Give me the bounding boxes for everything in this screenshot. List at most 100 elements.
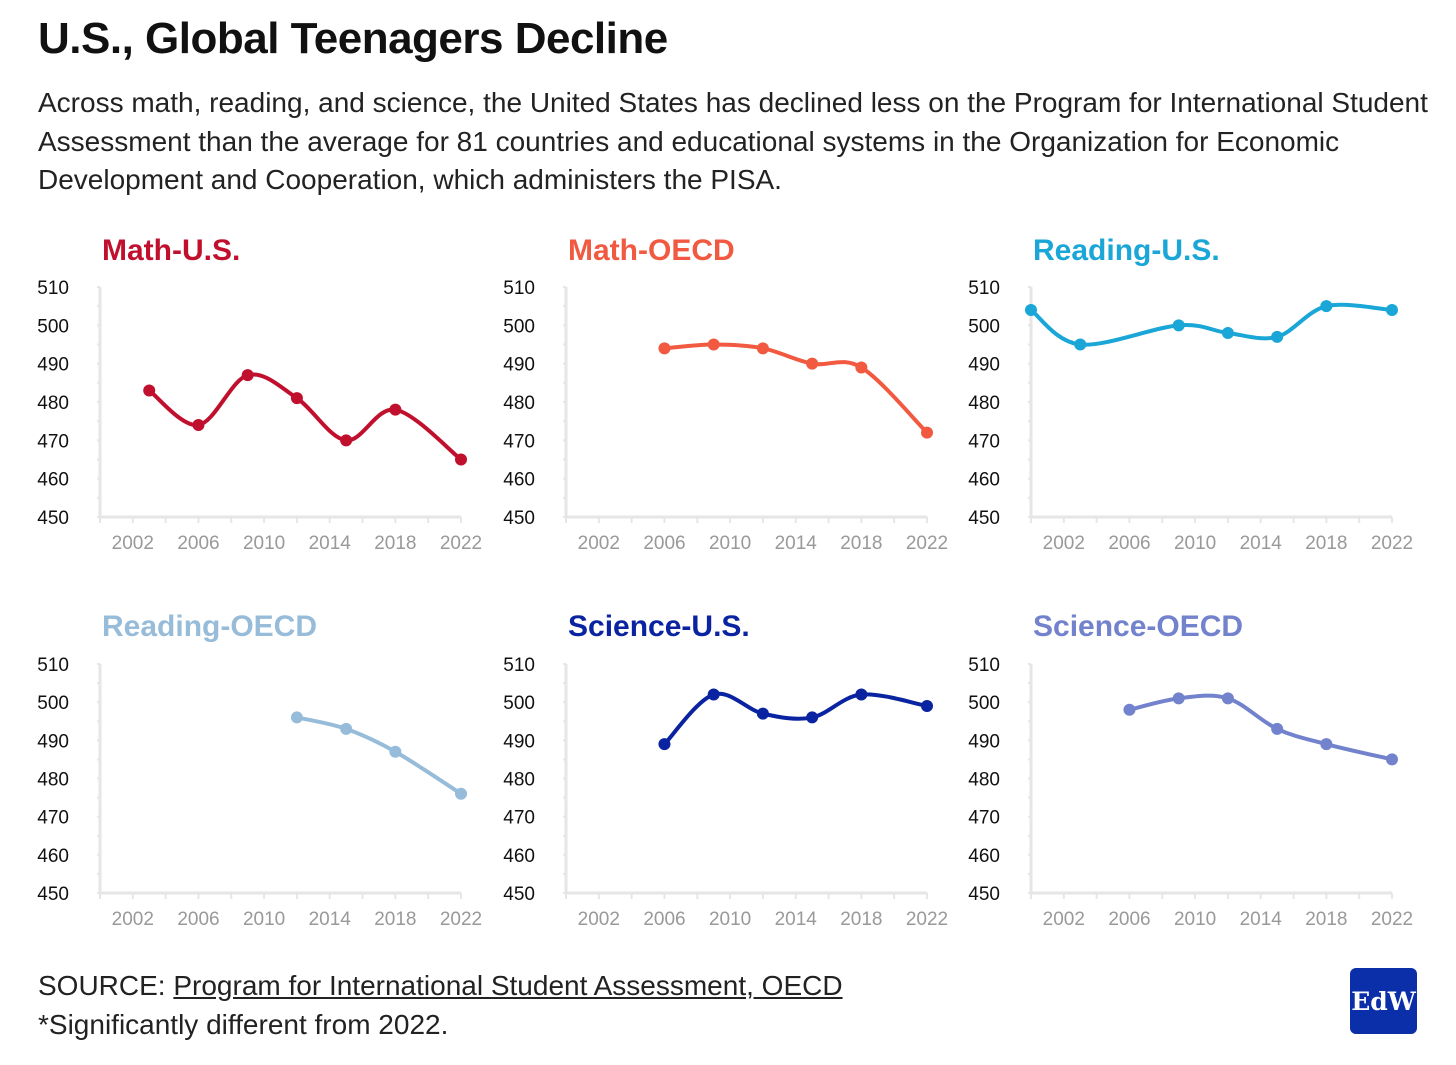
footnote: *Significantly different from 2022. xyxy=(38,1009,449,1040)
data-point xyxy=(1172,692,1185,705)
data-point xyxy=(1221,692,1234,705)
panel-title: Reading-OECD xyxy=(102,610,317,643)
data-point xyxy=(1271,330,1284,343)
x-tick-label: 2010 xyxy=(243,533,285,554)
data-point xyxy=(192,419,205,431)
y-tick-label: 460 xyxy=(968,470,1000,491)
y-tick-label: 450 xyxy=(503,508,535,529)
x-tick-label: 2002 xyxy=(112,909,154,930)
source-prefix: SOURCE: xyxy=(38,970,174,1001)
y-tick-label: 480 xyxy=(37,770,69,791)
y-tick-label: 450 xyxy=(968,508,1000,529)
data-point xyxy=(389,403,402,416)
x-tick-label: 2002 xyxy=(578,533,620,554)
data-point xyxy=(290,711,303,724)
data-point xyxy=(455,453,467,466)
y-tick-label: 480 xyxy=(503,770,535,791)
data-point xyxy=(921,426,933,439)
chart-title: U.S., Global Teenagers Decline xyxy=(38,14,668,63)
y-tick-label: 450 xyxy=(968,884,1000,905)
y-tick-label: 500 xyxy=(968,316,1000,337)
x-tick-label: 2014 xyxy=(309,533,352,554)
series-line xyxy=(1029,302,1394,347)
data-point xyxy=(806,357,819,370)
y-tick-label: 510 xyxy=(37,278,69,299)
data-point xyxy=(1320,738,1333,751)
x-tick-label: 2006 xyxy=(177,909,219,930)
y-tick-label: 470 xyxy=(503,808,535,829)
y-tick-label: 470 xyxy=(503,431,535,452)
y-tick-label: 460 xyxy=(503,470,535,491)
y-tick-label: 510 xyxy=(968,655,1000,676)
data-point xyxy=(1386,304,1398,316)
data-point xyxy=(389,745,402,758)
data-point xyxy=(756,707,769,720)
x-tick-label: 2002 xyxy=(578,909,620,930)
series-line xyxy=(662,342,929,435)
data-point xyxy=(290,392,303,405)
y-tick-label: 510 xyxy=(968,278,1000,299)
x-tick-label: 2022 xyxy=(440,533,482,554)
series-line xyxy=(294,715,463,796)
y-tick-label: 500 xyxy=(37,316,69,337)
y-tick-label: 460 xyxy=(968,846,1000,867)
x-tick-label: 2006 xyxy=(1108,909,1150,930)
data-point xyxy=(921,699,933,712)
data-point xyxy=(658,738,671,751)
data-point xyxy=(1074,338,1087,351)
y-tick-label: 500 xyxy=(503,316,535,337)
y-tick-label: 490 xyxy=(37,731,69,752)
series-line xyxy=(147,372,463,462)
data-point xyxy=(1221,327,1234,339)
source-link[interactable]: Program for International Student Assess… xyxy=(173,970,843,1001)
data-point xyxy=(1386,753,1398,766)
x-tick-label: 2010 xyxy=(709,909,751,930)
y-tick-label: 480 xyxy=(503,393,535,414)
panel-title: Science-U.S. xyxy=(568,610,750,643)
y-tick-label: 460 xyxy=(503,846,535,867)
panel-science-oecd: Science-OECD 450 460 470 480 490 500 510 2002 200… xyxy=(968,610,1413,930)
series-line xyxy=(1127,693,1394,762)
x-tick-label: 2018 xyxy=(840,533,882,554)
data-point xyxy=(241,369,254,382)
data-point xyxy=(1172,319,1185,332)
y-tick-label: 490 xyxy=(37,355,69,376)
x-tick-label: 2002 xyxy=(112,533,154,554)
data-point xyxy=(707,338,720,351)
small-multiples-charts: Math-U.S. 450 460 470 480 490 500 510 2002 2006 20… xyxy=(37,234,1413,930)
y-tick-label: 510 xyxy=(503,278,535,299)
data-point xyxy=(855,361,868,374)
x-tick-label: 2010 xyxy=(709,533,751,554)
source-line: SOURCE: Program for International Studen… xyxy=(38,966,843,1005)
x-tick-label: 2006 xyxy=(1108,533,1150,554)
edweek-logo[interactable]: EdW xyxy=(1350,968,1417,1034)
x-tick-label: 2014 xyxy=(1240,533,1283,554)
y-tick-label: 500 xyxy=(503,693,535,714)
x-tick-label: 2022 xyxy=(1371,909,1413,930)
y-tick-label: 460 xyxy=(37,470,69,491)
y-tick-label: 470 xyxy=(37,808,69,829)
panel-title: Math-U.S. xyxy=(102,234,240,267)
y-tick-label: 480 xyxy=(968,393,1000,414)
data-point xyxy=(455,787,467,800)
x-tick-label: 2010 xyxy=(243,909,285,930)
data-point xyxy=(707,688,720,701)
data-point xyxy=(143,384,156,397)
x-tick-label: 2022 xyxy=(1371,533,1413,554)
y-tick-label: 470 xyxy=(37,431,69,452)
x-tick-label: 2018 xyxy=(374,533,416,554)
x-tick-label: 2010 xyxy=(1174,533,1216,554)
data-point xyxy=(340,722,353,735)
x-tick-label: 2002 xyxy=(1043,533,1085,554)
y-tick-label: 460 xyxy=(37,846,69,867)
data-point xyxy=(340,434,353,447)
panel-math-oecd: Math-OECD 450 460 470 480 490 500 510 2002 2006 20… xyxy=(503,234,948,554)
y-tick-label: 450 xyxy=(503,884,535,905)
y-tick-label: 480 xyxy=(968,770,1000,791)
x-tick-label: 2014 xyxy=(775,909,818,930)
y-tick-label: 470 xyxy=(968,431,1000,452)
panel-science-u-s-: Science-U.S. 450 460 470 480 490 500 510 2002 200… xyxy=(503,610,948,930)
y-tick-label: 480 xyxy=(37,393,69,414)
footer: SOURCE: Program for International Studen… xyxy=(38,966,843,1044)
y-tick-label: 510 xyxy=(37,655,69,676)
